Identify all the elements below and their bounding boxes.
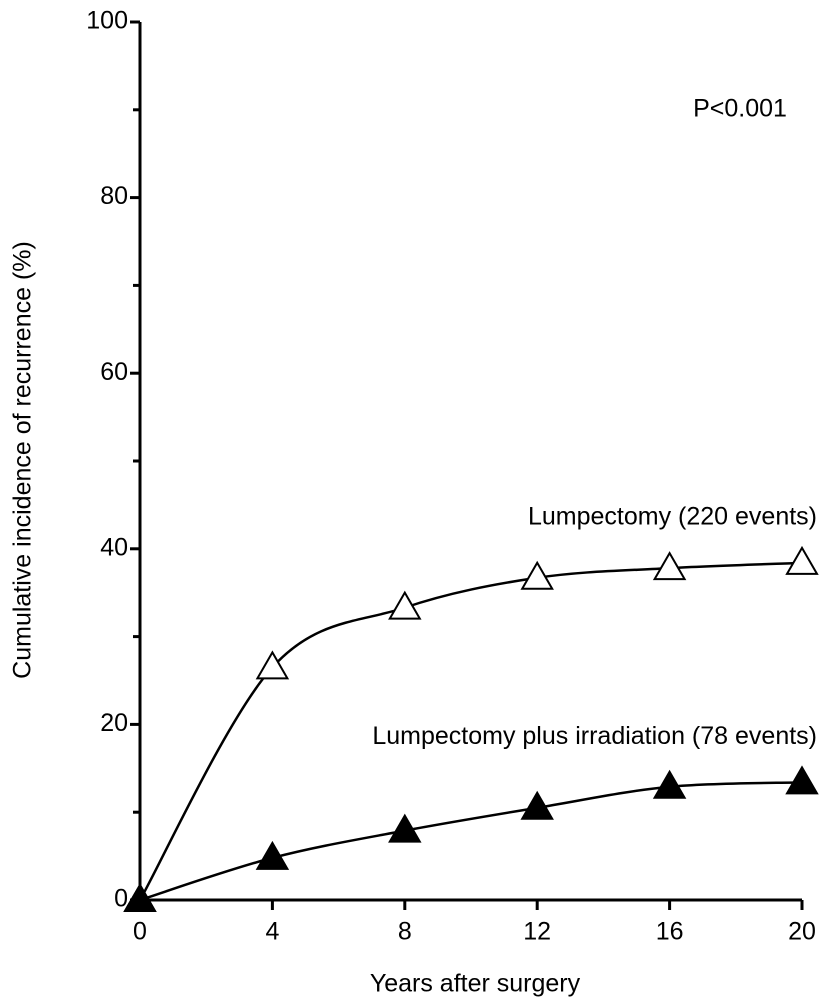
data-point [785,545,819,575]
y-tick-label: 20 [100,709,128,737]
data-point [520,790,554,820]
x-tick-label: 12 [523,918,551,946]
y-tick-label: 40 [100,533,128,561]
data-point [388,590,422,620]
series-label: Lumpectomy (220 events) [528,502,817,530]
data-point [520,560,554,590]
x-tick-label: 8 [398,918,412,946]
series-label: Lumpectomy plus irradiation (78 events) [372,722,817,750]
series-line [139,781,803,902]
data-point [388,813,422,843]
y-tick-label: 0 [114,885,128,913]
y-tick-label: 80 [100,182,128,210]
data-point [785,765,819,795]
data-point [255,650,290,680]
x-tick-label: 16 [656,918,684,946]
x-tick-label: 20 [788,918,816,946]
y-tick-label: 100 [86,7,128,35]
y-tick-label: 60 [100,358,128,386]
data-point [255,840,290,870]
x-tick-label: 0 [133,918,147,946]
data-point [652,551,687,581]
p-value-annotation: P<0.001 [693,95,787,123]
data-point [652,769,687,799]
y-axis-title: Cumulative incidence of recurrence (%) [9,241,37,679]
x-tick-label: 4 [265,918,279,946]
x-axis-title: Years after surgery [370,970,581,998]
data-point [123,882,157,912]
